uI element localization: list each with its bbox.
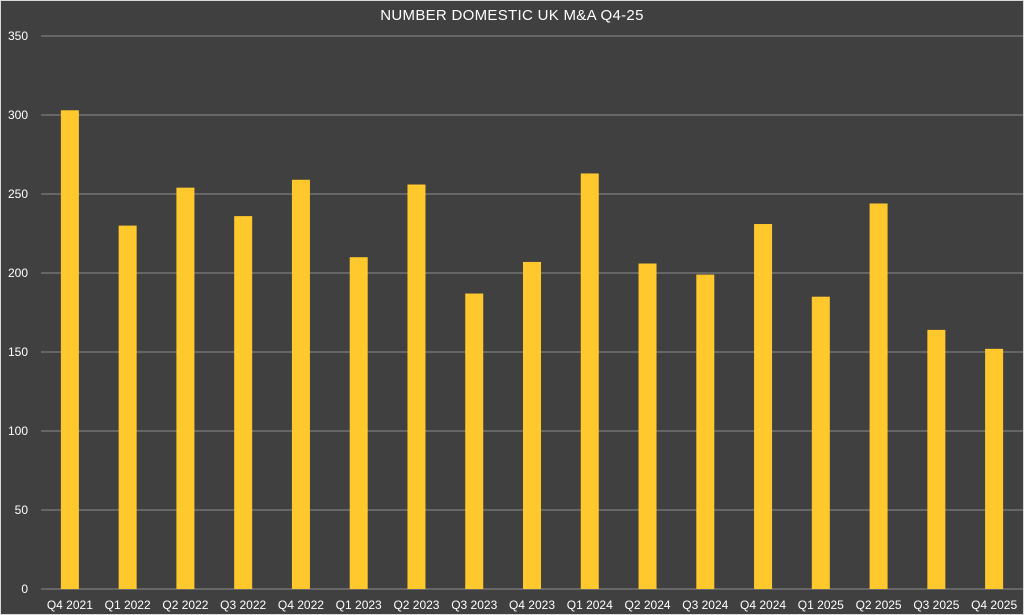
chart-title: NUMBER DOMESTIC UK M&A Q4-25 xyxy=(380,7,644,24)
y-tick-label: 250 xyxy=(8,187,28,201)
bar xyxy=(523,261,541,589)
bar xyxy=(60,110,79,589)
x-tick-label: Q2 2023 xyxy=(393,598,439,612)
y-tick-label: 0 xyxy=(21,582,28,596)
x-tick-label: Q2 2024 xyxy=(625,598,671,612)
x-tick-label: Q1 2025 xyxy=(798,598,844,612)
y-tick-label: 300 xyxy=(8,108,28,122)
bar xyxy=(927,329,946,589)
bar xyxy=(985,348,1004,589)
bar xyxy=(291,179,310,589)
bar xyxy=(349,257,368,589)
x-tick-label: Q4 2023 xyxy=(509,598,555,612)
x-tick-label: Q3 2022 xyxy=(220,598,266,612)
bar xyxy=(118,225,137,589)
bar xyxy=(234,216,253,589)
x-tick-label: Q4 2021 xyxy=(47,598,93,612)
x-tick-label: Q3 2025 xyxy=(913,598,959,612)
y-tick-label: 350 xyxy=(8,29,28,43)
x-tick-label: Q1 2022 xyxy=(105,598,151,612)
bar xyxy=(638,263,657,589)
y-axis-ticks: 0 50 100 150 200 250 300 350 xyxy=(8,29,28,596)
x-tick-label: Q4 2024 xyxy=(740,598,786,612)
x-tick-label: Q3 2024 xyxy=(682,598,728,612)
bar xyxy=(465,293,484,589)
bar xyxy=(811,296,830,589)
y-tick-label: 50 xyxy=(15,503,29,517)
x-tick-label: Q4 2025 xyxy=(971,598,1017,612)
bar xyxy=(754,224,773,589)
bar xyxy=(696,274,715,589)
bar xyxy=(869,203,888,590)
x-tick-label: Q2 2022 xyxy=(162,598,208,612)
bar xyxy=(580,173,599,589)
x-tick-label: Q1 2024 xyxy=(567,598,613,612)
x-axis-ticks: Q4 2021 Q1 2022 Q2 2022 Q3 2022 Q4 2022 Q1 20… xyxy=(47,598,1018,612)
x-tick-label: Q1 2023 xyxy=(336,598,382,612)
x-tick-label: Q2 2025 xyxy=(856,598,902,612)
x-tick-label: Q3 2023 xyxy=(451,598,497,612)
bar xyxy=(176,187,195,589)
y-tick-label: 200 xyxy=(8,266,28,280)
y-tick-label: 100 xyxy=(8,424,28,438)
x-tick-label: Q4 2022 xyxy=(278,598,324,612)
y-tick-label: 150 xyxy=(8,345,28,359)
bars xyxy=(60,110,1004,590)
bar xyxy=(407,184,426,589)
